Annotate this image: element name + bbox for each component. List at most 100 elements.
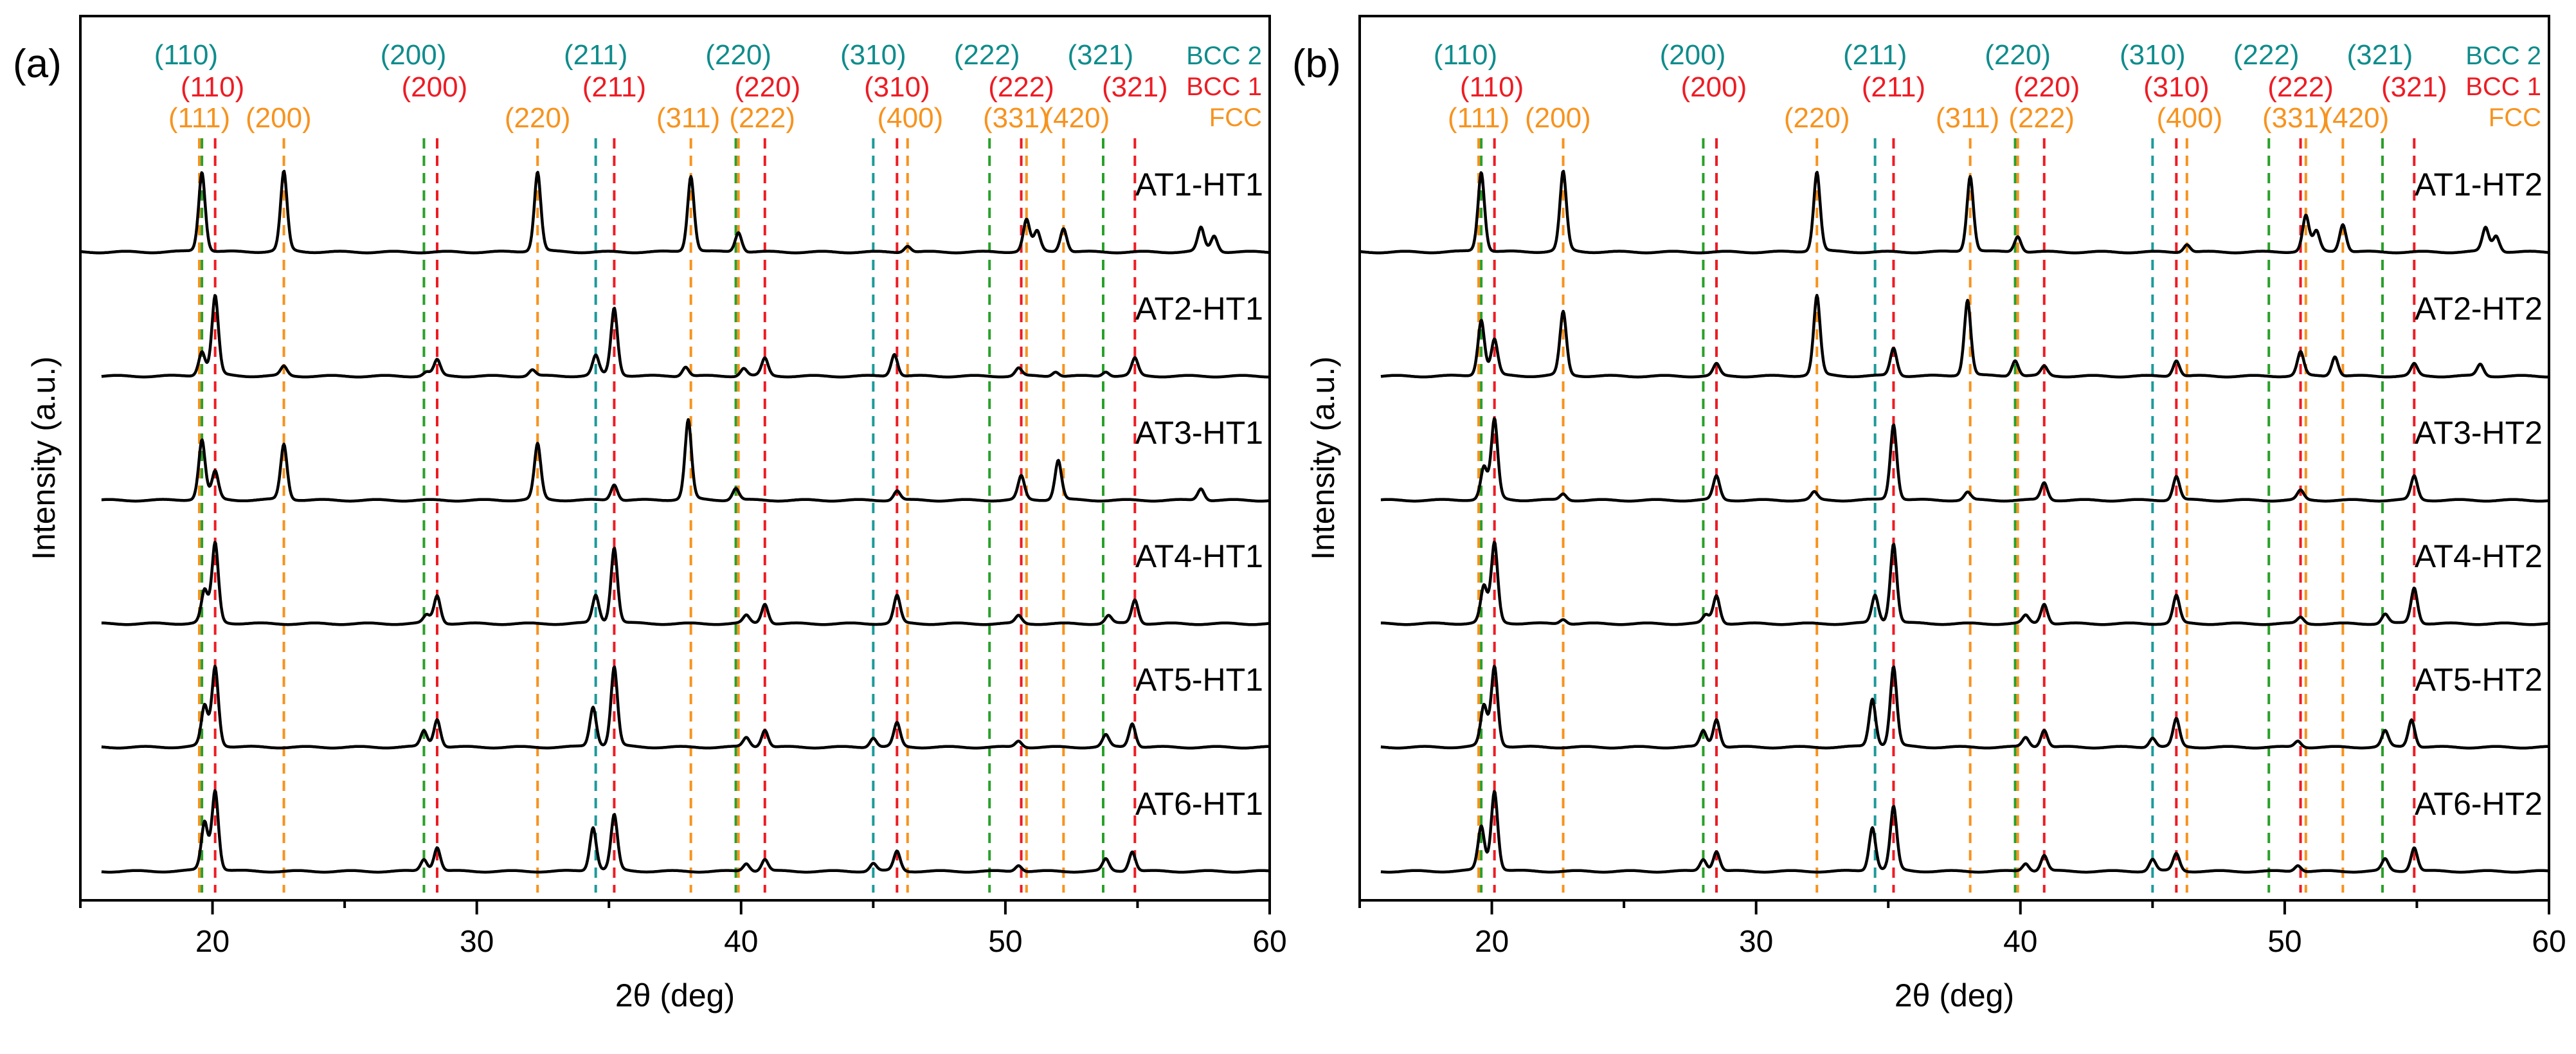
- panel-a-hkl-fcc-4: (222): [729, 102, 795, 134]
- panel-a-reflection-labels: (110) (200) (211) (220) (310) (222) (321)(110)…: [154, 39, 1168, 134]
- panel-a-x-tick-label-50: 50: [988, 925, 1022, 959]
- panel-b-hkl-fcc-6: (331): [2262, 102, 2328, 134]
- panel-a-hkl-bcc1-2: (211): [582, 71, 646, 103]
- panel-b-x-tick-label-50: 50: [2267, 925, 2301, 959]
- panel-a-legend-bcc1: BCC 1: [1186, 73, 1262, 101]
- panel-a-hkl-bcc1-0: (110): [181, 71, 244, 103]
- panel-a-legend-bcc2: BCC 2: [1186, 42, 1262, 70]
- panel-a-hkl-bcc1-3: (220): [735, 71, 801, 103]
- panel-a-hkl-bcc2-2: (211): [564, 39, 627, 71]
- panel-b-hkl-fcc-2: (220): [1784, 102, 1850, 134]
- panel-b-x-tick-label-20: 20: [1475, 925, 1509, 959]
- panel-b: AT1-HT2 AT2-HT2 AT3-HT2 AT4-HT2 AT5-HT2 AT6-H…: [1292, 15, 2566, 1013]
- panel-b-trace-label-at2-ht2: AT2-HT2: [2415, 291, 2543, 327]
- panel-b-trace-at3-ht2: [1380, 417, 2550, 503]
- panel-a-hkl-bcc1-6: (321): [1102, 71, 1168, 103]
- panel-b-hkl-bcc2-1: (200): [1660, 39, 1726, 71]
- panel-a-hkl-fcc-2: (220): [505, 102, 571, 134]
- panel-b-hkl-bcc1-0: (110): [1460, 71, 1524, 103]
- panel-b-hkl-bcc2-3: (220): [1985, 39, 2051, 71]
- panel-b-x-tick-label-30: 30: [1739, 925, 1773, 959]
- panel-a-trace-label-at1-ht1: AT1-HT1: [1135, 167, 1263, 203]
- panel-a-hkl-bcc1-1: (200): [402, 71, 468, 103]
- panel-b-plot-frame: [1358, 15, 2550, 902]
- panel-b-trace-label-at3-ht2: AT3-HT2: [2415, 415, 2543, 451]
- panel-b-y-axis-label: Intensity (a.u.): [1305, 356, 1341, 560]
- panel-b-hkl-fcc-3: (311): [1936, 102, 1999, 134]
- panel-a-hkl-bcc2-0: (110): [154, 39, 218, 71]
- panel-b-reference-lines: [1477, 138, 2416, 893]
- panel-b-x-tick-label-60: 60: [2532, 925, 2566, 959]
- panel-a-trace-at1-ht1: [79, 169, 1271, 255]
- panel-a-trace-at6-ht1: [100, 789, 1270, 874]
- panel-a-traces: AT1-HT1 AT2-HT1 AT3-HT1 AT4-HT1 AT5-HT1 AT6-H…: [79, 167, 1271, 874]
- panel-a-hkl-fcc-1: (200): [246, 102, 312, 134]
- panel-a-x-tick-label-30: 30: [460, 925, 494, 959]
- panel-a-hkl-fcc-5: (400): [878, 102, 944, 134]
- panel-b-hkl-bcc1-3: (220): [2014, 71, 2080, 103]
- panel-b-label: (b): [1292, 42, 1341, 86]
- panel-a-reference-lines: [198, 138, 1137, 893]
- panel-b-hkl-fcc-5: (400): [2157, 102, 2223, 134]
- panel-a-label: (a): [13, 42, 62, 86]
- panel-b-hkl-bcc2-0: (110): [1434, 39, 1497, 71]
- panel-b-hkl-bcc1-6: (321): [2381, 71, 2447, 103]
- panel-b-hkl-bcc1-4: (310): [2143, 71, 2210, 103]
- panel-a-trace-at2-ht1: [100, 294, 1270, 379]
- panel-b-trace-at2-ht2: [1380, 293, 2550, 379]
- panel-a-hkl-bcc2-3: (220): [705, 39, 771, 71]
- panel-a-trace-at5-ht1: [100, 664, 1270, 750]
- panel-a-x-axis-label: 2θ (deg): [615, 977, 735, 1013]
- panel-b-trace-at4-ht2: [1380, 540, 2550, 626]
- panel-a-legend: BCC 2 BCC 1 FCC: [1186, 42, 1262, 132]
- panel-b-trace-at1-ht2: [1358, 169, 2550, 255]
- panel-b-x-axis-label: 2θ (deg): [1895, 977, 2014, 1013]
- panel-a-hkl-bcc2-5: (222): [954, 39, 1020, 71]
- panel-b-trace-label-at4-ht2: AT4-HT2: [2415, 538, 2543, 574]
- panel-a: AT1-HT1 AT2-HT1 AT3-HT1 AT4-HT1 AT5-HT1 AT6-H…: [13, 15, 1287, 1013]
- panel-a-x-tick-label-60: 60: [1252, 925, 1286, 959]
- panel-b-legend-bcc2: BCC 2: [2465, 42, 2541, 70]
- panel-b-hkl-bcc1-1: (200): [1681, 71, 1747, 103]
- panel-a-trace-label-at2-ht1: AT2-HT1: [1135, 291, 1263, 327]
- panel-b-traces: AT1-HT2 AT2-HT2 AT3-HT2 AT4-HT2 AT5-HT2 AT6-H…: [1358, 167, 2550, 874]
- panel-a-hkl-bcc1-5: (222): [988, 71, 1054, 103]
- panel-a-axes: 20 30 40 50 60 2θ (deg) Intensity (a.u.): [26, 15, 1287, 1013]
- panel-b-hkl-fcc-1: (200): [1525, 102, 1591, 134]
- panel-b-legend-fcc: FCC: [2489, 104, 2541, 132]
- panel-b-hkl-bcc2-4: (310): [2120, 39, 2186, 71]
- panel-b-hkl-fcc-0: (111): [1448, 102, 1509, 134]
- panel-b-x-tick-label-40: 40: [2003, 925, 2037, 959]
- panel-b-axes: 20 30 40 50 60 2θ (deg) Intensity (a.u.): [1305, 15, 2566, 1013]
- panel-b-reflection-labels: (110) (200) (211) (220) (310) (222) (321)(110)…: [1434, 39, 2447, 134]
- panel-b-hkl-bcc1-5: (222): [2267, 71, 2334, 103]
- panel-a-x-tick-label-20: 20: [195, 925, 230, 959]
- panel-a-hkl-fcc-7: (420): [1044, 102, 1110, 134]
- panel-a-trace-label-at5-ht1: AT5-HT1: [1135, 662, 1263, 698]
- panel-b-hkl-bcc2-5: (222): [2233, 39, 2300, 71]
- panel-a-trace-at3-ht1: [100, 418, 1270, 503]
- panel-a-trace-label-at3-ht1: AT3-HT1: [1135, 415, 1263, 451]
- panel-b-hkl-bcc2-2: (211): [1843, 39, 1907, 71]
- panel-a-trace-label-at4-ht1: AT4-HT1: [1135, 538, 1263, 574]
- panel-b-trace-at5-ht2: [1380, 664, 2550, 750]
- panel-a-hkl-bcc2-4: (310): [840, 39, 906, 71]
- panel-b-trace-label-at6-ht2: AT6-HT2: [2415, 786, 2543, 822]
- panel-b-trace-label-at5-ht2: AT5-HT2: [2415, 662, 2543, 698]
- panel-a-legend-fcc: FCC: [1209, 104, 1262, 132]
- panel-a-hkl-fcc-3: (311): [656, 102, 720, 134]
- panel-b-legend-bcc1: BCC 1: [2465, 73, 2541, 101]
- panel-a-hkl-bcc2-1: (200): [381, 39, 447, 71]
- panel-a-x-tick-label-40: 40: [724, 925, 758, 959]
- panel-a-trace-label-at6-ht1: AT6-HT1: [1135, 786, 1263, 822]
- panel-a-plot-frame: [79, 15, 1271, 902]
- panel-a-hkl-fcc-0: (111): [168, 102, 230, 134]
- panel-b-hkl-bcc2-6: (321): [2347, 39, 2413, 71]
- panel-a-hkl-fcc-6: (331): [983, 102, 1049, 134]
- panel-a-trace-at4-ht1: [100, 540, 1270, 626]
- panel-b-hkl-fcc-4: (222): [2008, 102, 2075, 134]
- panel-a-hkl-bcc2-6: (321): [1068, 39, 1134, 71]
- panel-a-y-axis-label: Intensity (a.u.): [26, 356, 62, 560]
